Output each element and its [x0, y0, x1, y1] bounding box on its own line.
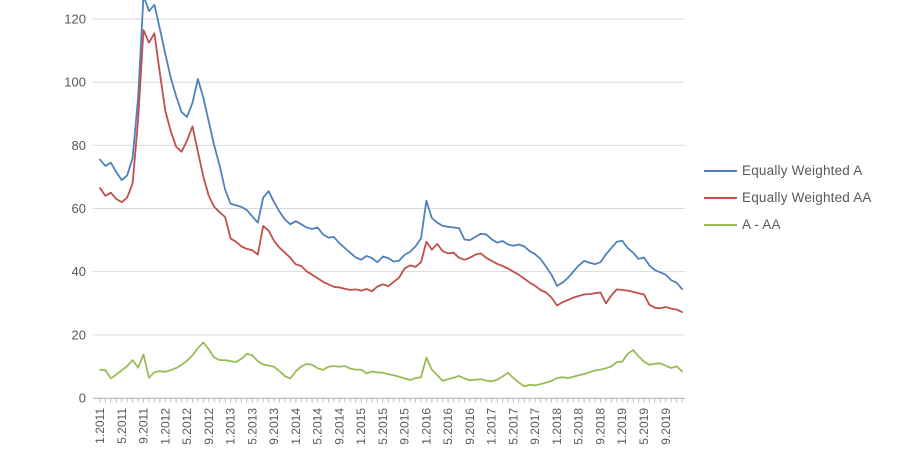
x-tick-label: 9.2018: [593, 408, 607, 445]
legend-item-equally-weighted-a: Equally Weighted A: [704, 157, 872, 184]
legend-line-marker-a-minus-aa-icon: [704, 223, 737, 226]
x-tick-label: 1.2018: [550, 408, 564, 445]
series-line-equally-weighted-aa: [99, 29, 683, 314]
legend-label-a-minus-aa: A - AA: [742, 217, 781, 232]
x-tick-label: 5.2016: [441, 408, 455, 445]
x-tick-label: 5.2019: [637, 408, 651, 445]
x-tick-label: 5.2017: [506, 408, 520, 445]
x-tick-label: 1.2014: [289, 408, 303, 445]
y-tick-label: 80: [72, 138, 86, 153]
y-tick-label: 40: [72, 264, 86, 279]
x-axis-labels: 1.2011 5.2011 9.2011 1.2012 5.2012 9.2012 1.20…: [93, 408, 673, 445]
x-tick-label: 5.2013: [245, 408, 259, 445]
x-tick-label: 1.2011: [93, 408, 107, 444]
x-tick-label: 1.2016: [419, 408, 433, 445]
x-tick-label: 5.2015: [376, 408, 390, 445]
x-tick-label: 9.2012: [202, 408, 216, 445]
legend-line-marker-aa-icon: [704, 196, 737, 199]
legend: Equally Weighted A Equally Weighted AA A…: [704, 157, 872, 238]
x-tick-label: 9.2017: [528, 408, 542, 445]
y-tick-label: 120: [64, 12, 86, 27]
legend-label-equally-weighted-a: Equally Weighted A: [742, 163, 863, 178]
y-tick-label: 60: [72, 201, 86, 216]
legend-item-a-minus-aa: A - AA: [704, 211, 872, 238]
x-tick-label: 9.2015: [398, 408, 412, 445]
x-tick-label: 9.2013: [267, 408, 281, 445]
series-line-a-aa: [99, 341, 683, 388]
x-tick-label: 1.2017: [485, 408, 499, 445]
y-tick-label: 0: [79, 391, 86, 406]
x-tick-label: 5.2012: [180, 408, 194, 445]
x-axis-ticks: [93, 398, 685, 403]
legend-label-equally-weighted-aa: Equally Weighted AA: [742, 190, 872, 205]
x-tick-label: 1.2013: [224, 408, 238, 445]
y-tick-label: 100: [64, 75, 86, 90]
x-tick-label: 9.2019: [659, 408, 673, 445]
x-tick-label: 1.2012: [158, 408, 172, 445]
x-tick-label: 1.2015: [354, 408, 368, 445]
legend-item-equally-weighted-aa: Equally Weighted AA: [704, 184, 872, 211]
gridlines: [93, 18, 685, 399]
x-tick-label: 5.2014: [311, 408, 325, 445]
x-tick-label: 9.2011: [137, 408, 151, 444]
x-tick-label: 5.2018: [572, 408, 586, 445]
y-tick-label: 20: [72, 327, 86, 342]
x-tick-label: 9.2016: [463, 408, 477, 445]
x-tick-label: 9.2014: [332, 408, 346, 445]
x-tick-label: 5.2011: [115, 408, 129, 444]
legend-line-marker-a-icon: [704, 169, 737, 172]
y-axis-labels: 0 20 40 60 80 100 120: [64, 12, 86, 406]
x-tick-label: 1.2019: [615, 408, 629, 445]
series-line-equally-weighted-a: [99, 0, 683, 290]
